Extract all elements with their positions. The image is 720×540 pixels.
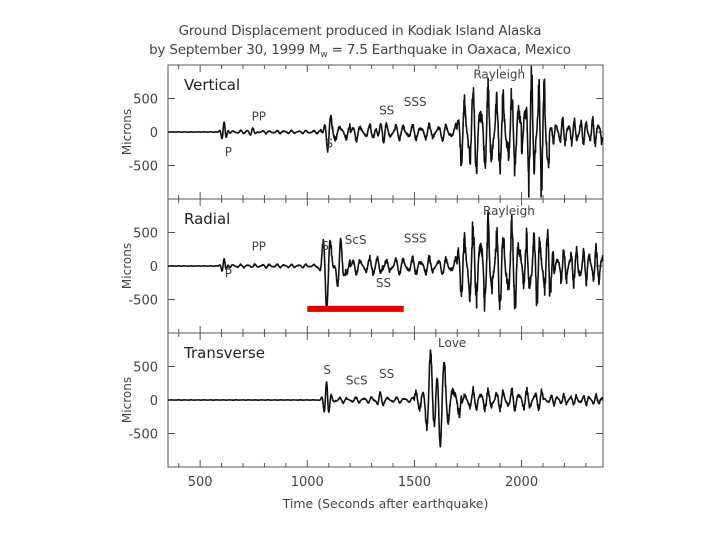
panel-3-phase-label-love: Love <box>438 336 466 350</box>
x-tick-label: 500 <box>188 475 213 490</box>
panel-3-ytick-label: 0 <box>150 394 158 409</box>
panel-2-title: Radial <box>184 210 230 228</box>
chart-title-subscript: w <box>320 50 328 60</box>
panel-2-phase-label-s: S <box>321 239 329 253</box>
x-tick-label: 1000 <box>291 475 324 490</box>
panel-1-phase-label-p: P <box>225 145 232 159</box>
panel-1-phase-label-pp: PP <box>252 110 266 124</box>
chart-title-line-2: by September 30, 1999 Mw = 7.5 Earthquak… <box>0 42 720 60</box>
panel-2-phase-label-rayleigh: Rayleigh <box>483 204 535 218</box>
panel-2-ytick-label: 500 <box>133 227 158 242</box>
chart-title-line-1: Ground Displacement produced in Kodiak I… <box>178 23 542 39</box>
x-axis-label: Time (Seconds after earthquake) <box>282 496 489 511</box>
panel-2-phase-label-scs: ScS <box>345 233 367 247</box>
panel-3-phase-label-scs: ScS <box>346 374 368 388</box>
panel-3-waveform <box>167 349 604 448</box>
panel-1-ytick-label: 0 <box>150 126 158 141</box>
panel-3-title: Transverse <box>183 344 265 362</box>
panel-2-phase-label-sss: SSS <box>404 232 427 246</box>
panel-1-title: Vertical <box>184 76 240 94</box>
chart-title-line-2-end: = 7.5 Earthquake in Oaxaca, Mexico <box>327 42 571 58</box>
panel-2-phase-label-p: P <box>225 266 232 280</box>
panel-2-ytick-label: -500 <box>128 294 158 309</box>
panel-1-phase-label-sss: SSS <box>404 95 427 109</box>
panel-2-ytick-label: 0 <box>150 260 158 275</box>
x-tick-label: 1500 <box>398 475 431 490</box>
panel-3-phase-label-s: S <box>323 363 331 377</box>
panel-3-ylabel: Microns <box>120 377 134 423</box>
x-tick-label: 2000 <box>505 475 538 490</box>
panel-2-ylabel: Microns <box>120 243 134 289</box>
red-highlight-bar <box>307 305 404 312</box>
panel-1-phase-label-s: S <box>326 136 334 150</box>
panel-1-waveform <box>167 65 604 198</box>
panel-1-ylabel: Microns <box>120 109 134 155</box>
panel-1-phase-label-ss: SS <box>379 104 394 118</box>
panel-3-ytick-label: -500 <box>128 428 158 443</box>
panel-3-ytick-label: 500 <box>133 361 158 376</box>
panel-2-phase-label-pp: PP <box>252 240 266 254</box>
chart-title-line-2-start: by September 30, 1999 M <box>149 42 321 58</box>
panel-1-ytick-label: -500 <box>128 160 158 175</box>
panel-1-phase-label-rayleigh: Rayleigh <box>473 67 525 81</box>
panel-1-ytick-label: 500 <box>133 93 158 108</box>
panel-2-waveform <box>167 211 604 312</box>
panel-3-phase-label-ss: SS <box>379 367 394 381</box>
panel-2-phase-label-ss: SS <box>376 276 391 290</box>
